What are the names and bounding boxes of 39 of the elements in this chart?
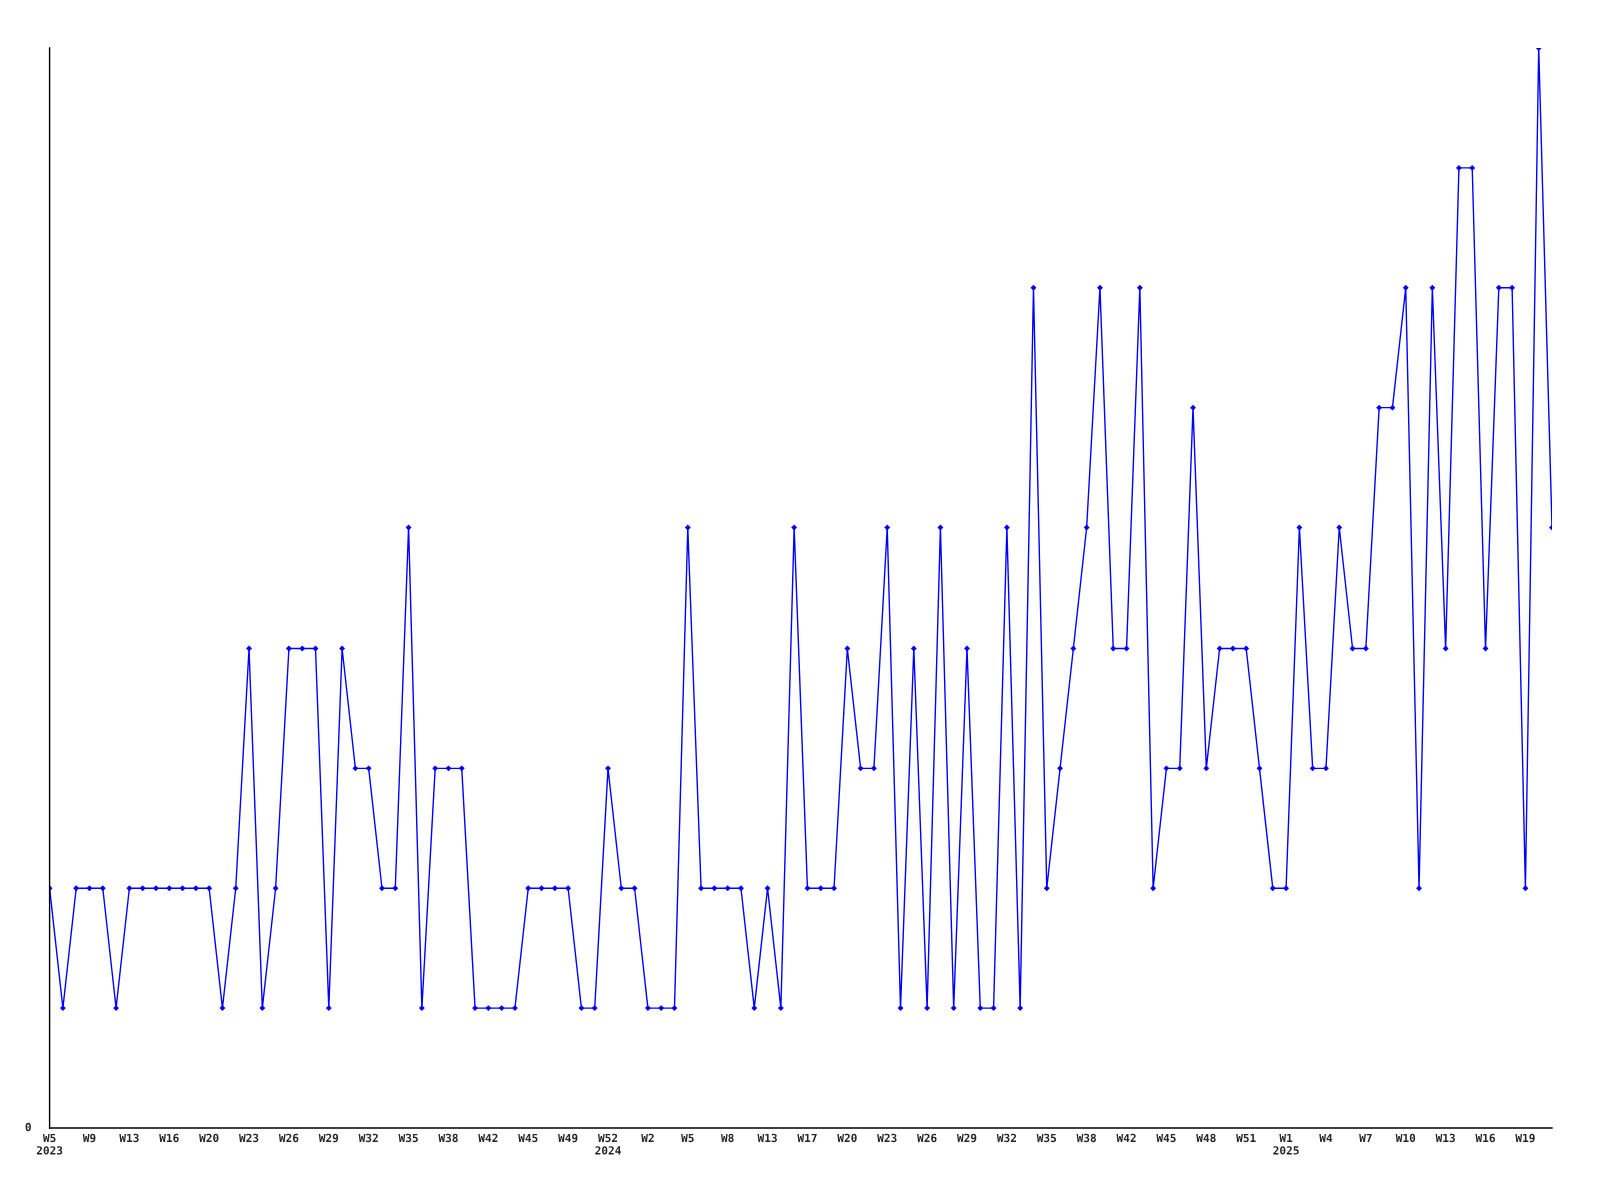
x-tick-label: W16 bbox=[1475, 1133, 1495, 1143]
x-tick-label: W7 bbox=[1359, 1133, 1372, 1142]
x-tick-label: W38 bbox=[1076, 1133, 1096, 1143]
x-tick-label: W13 bbox=[1435, 1133, 1455, 1143]
x-tick-label: W48 bbox=[1196, 1133, 1216, 1143]
x-tick-label: W23 bbox=[877, 1133, 897, 1143]
x-tick-label: W42 bbox=[478, 1133, 498, 1142]
x-tick-label: W32 bbox=[996, 1133, 1016, 1143]
x-tick-label: W20 bbox=[837, 1133, 857, 1143]
x-tick-label: W26 bbox=[917, 1133, 937, 1143]
x-tick-label: W5 2023 bbox=[36, 1133, 63, 1155]
x-tick-label: W9 bbox=[82, 1133, 96, 1143]
x-tick-label: W10 bbox=[1395, 1133, 1416, 1143]
x-tick-label: W4 bbox=[1319, 1133, 1333, 1142]
x-tick-label: W52 2024 bbox=[595, 1133, 621, 1155]
x-tick-label: W8 bbox=[720, 1133, 734, 1143]
x-tick-label: W29 bbox=[956, 1133, 977, 1143]
text: 0 bbox=[25, 1122, 31, 1132]
x-tick-label: W42 bbox=[1116, 1133, 1136, 1142]
x-tick-label: W49 bbox=[558, 1133, 578, 1143]
x-tick-label: W35 bbox=[1036, 1133, 1057, 1143]
x-tick-label: W17 bbox=[797, 1133, 817, 1142]
x-tick-label: W32 bbox=[358, 1133, 378, 1143]
x-tick-label: W23 bbox=[239, 1133, 259, 1143]
x-tick-label: W5 bbox=[681, 1133, 694, 1143]
x-tick-label: W2 bbox=[641, 1133, 654, 1142]
x-tick-label: W45 bbox=[1156, 1133, 1176, 1143]
x-tick-label: W35 bbox=[398, 1133, 418, 1143]
x-tick-label: W19 bbox=[1515, 1133, 1535, 1143]
x-tick-label: W51 bbox=[1236, 1133, 1256, 1143]
x-tick-label: W38 bbox=[438, 1133, 458, 1143]
x-tick-label: W1 2025 bbox=[1273, 1133, 1299, 1155]
x-tick-label: W16 bbox=[159, 1133, 179, 1143]
x-tick-label: W29 bbox=[318, 1133, 339, 1143]
x-tick-label: W26 bbox=[278, 1133, 299, 1143]
x-tick-label: W45 bbox=[518, 1133, 538, 1143]
x-tick-label: W20 bbox=[199, 1133, 219, 1143]
x-tick-label: W13 bbox=[757, 1133, 777, 1143]
x-tick-label: W13 bbox=[119, 1133, 139, 1143]
